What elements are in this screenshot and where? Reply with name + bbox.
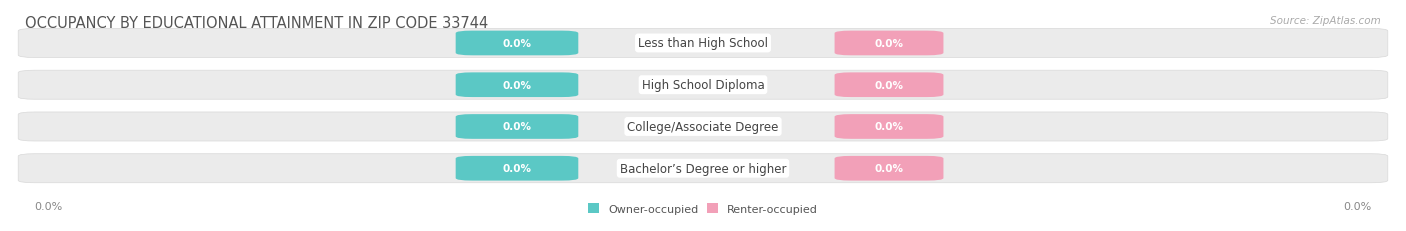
Text: 0.0%: 0.0% [875,39,904,49]
Text: 0.0%: 0.0% [1343,201,1371,211]
Text: 0.0%: 0.0% [502,122,531,132]
Text: Source: ZipAtlas.com: Source: ZipAtlas.com [1270,16,1381,26]
FancyBboxPatch shape [18,154,1388,183]
FancyBboxPatch shape [835,156,943,181]
Text: 0.0%: 0.0% [875,164,904,173]
Text: 0.0%: 0.0% [875,122,904,132]
FancyBboxPatch shape [18,29,1388,58]
Text: High School Diploma: High School Diploma [641,79,765,92]
Text: Bachelor’s Degree or higher: Bachelor’s Degree or higher [620,162,786,175]
Text: Less than High School: Less than High School [638,37,768,50]
FancyBboxPatch shape [456,115,578,139]
FancyBboxPatch shape [835,73,943,98]
Text: 0.0%: 0.0% [502,164,531,173]
Text: College/Associate Degree: College/Associate Degree [627,120,779,134]
Text: 0.0%: 0.0% [35,201,63,211]
FancyBboxPatch shape [456,31,578,56]
FancyBboxPatch shape [835,115,943,139]
FancyBboxPatch shape [456,73,578,98]
FancyBboxPatch shape [18,71,1388,100]
Text: 0.0%: 0.0% [875,80,904,90]
Legend: Owner-occupied, Renter-occupied: Owner-occupied, Renter-occupied [588,204,818,214]
FancyBboxPatch shape [835,31,943,56]
Text: 0.0%: 0.0% [502,39,531,49]
Text: OCCUPANCY BY EDUCATIONAL ATTAINMENT IN ZIP CODE 33744: OCCUPANCY BY EDUCATIONAL ATTAINMENT IN Z… [25,16,488,31]
FancyBboxPatch shape [18,112,1388,141]
Text: 0.0%: 0.0% [502,80,531,90]
FancyBboxPatch shape [456,156,578,181]
